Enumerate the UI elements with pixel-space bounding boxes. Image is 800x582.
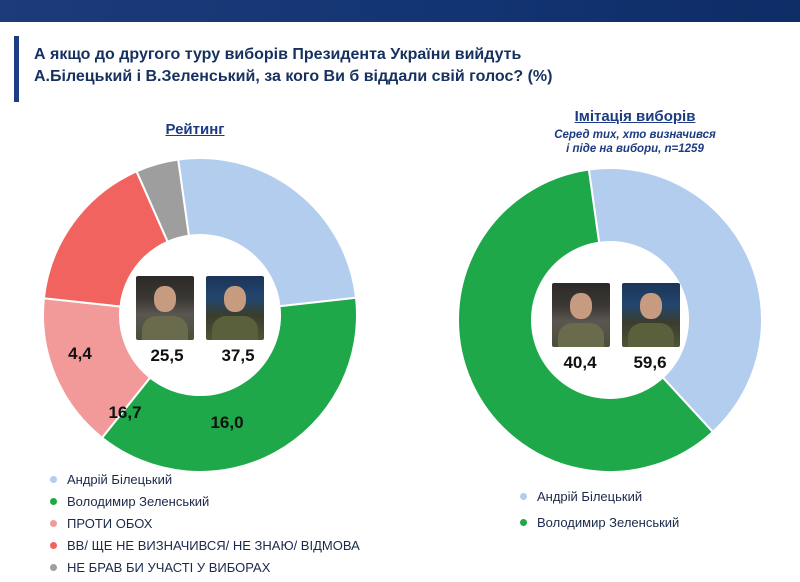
legend-bullet	[50, 563, 57, 571]
value-label: 16,0	[210, 413, 243, 432]
legend-item-undecided: ВВ/ ЩЕ НЕ ВИЗНАЧИВСЯ/ НЕ ЗНАЮ/ ВІДМОВА	[50, 534, 360, 556]
title-accent-bar	[14, 36, 19, 102]
value-label: 16,7	[108, 403, 141, 422]
zelenskyi-photo-left	[206, 276, 264, 340]
right-panel-subtitle: Серед тих, хто визначився і піде на вибо…	[520, 128, 750, 156]
subtitle-line-1: Серед тих, хто визначився	[554, 129, 716, 141]
legend-label: ПРОТИ ОБОХ	[67, 515, 153, 531]
right-panel-title: Імітація виборів	[574, 108, 696, 125]
subtitle-line-2: і піде на вибори, n=1259	[566, 143, 704, 155]
donut-segment	[457, 168, 715, 473]
legend-item-against-both: ПРОТИ ОБОХ	[50, 512, 360, 534]
donut-segment	[100, 296, 358, 473]
bilet-photo-left	[136, 276, 194, 340]
legend-label: Андрій Білецький	[67, 471, 173, 487]
donut-segment	[587, 167, 763, 434]
face-shape	[224, 286, 246, 312]
body-shape	[558, 323, 604, 347]
legend-label: ВВ/ ЩЕ НЕ ВИЗНАЧИВСЯ/ НЕ ЗНАЮ/ ВІДМОВА	[67, 537, 360, 553]
value-label: 4,4	[68, 344, 92, 363]
face-shape	[154, 286, 176, 312]
left-panel-title: Рейтинг	[165, 121, 225, 138]
body-shape	[628, 323, 674, 347]
left-legend: Андрій Білецький Володимир Зеленський ПР…	[50, 468, 360, 578]
legend-bullet	[520, 518, 527, 526]
legend-item-not-voting: НЕ БРАВ БИ УЧАСТІ У ВИБОРАХ	[50, 556, 360, 578]
right-legend: Андрій Білецький Володимир Зеленський	[520, 483, 679, 535]
legend-label: Андрій Білецький	[537, 488, 643, 504]
chart-headline: А якщо до другого туру виборів Президент…	[34, 44, 754, 88]
value-label: 40,4	[563, 353, 597, 372]
legend-item-zelenskyi: Володимир Зеленський	[50, 490, 360, 512]
donut-segment	[42, 297, 152, 440]
legend-bullet	[50, 519, 57, 527]
legend-label: НЕ БРАВ БИ УЧАСТІ У ВИБОРАХ	[67, 559, 271, 575]
legend-item-biletskyi: Андрій Білецький	[520, 483, 679, 509]
legend-bullet	[50, 541, 57, 549]
face-shape	[640, 293, 662, 319]
legend-bullet	[520, 492, 527, 500]
bilet-photo-right	[552, 283, 610, 347]
legend-item-zelenskyi: Володимир Зеленський	[520, 509, 679, 535]
value-label: 59,6	[633, 353, 666, 372]
legend-label: Володимир Зеленський	[67, 493, 210, 509]
legend-bullet	[50, 497, 57, 505]
legend-bullet	[50, 475, 57, 483]
legend-item-biletskyi: Андрій Білецький	[50, 468, 360, 490]
zelenskyi-photo-right	[622, 283, 680, 347]
face-shape	[570, 293, 592, 319]
body-shape	[142, 316, 188, 340]
body-shape	[212, 316, 258, 340]
value-label: 37,5	[221, 346, 254, 365]
legend-label: Володимир Зеленський	[537, 514, 680, 530]
donut-segment	[177, 157, 358, 308]
donut-segment	[135, 158, 190, 244]
value-label: 25,5	[150, 346, 183, 365]
headline-line-2: А.Білецький і В.Зеленський, за кого Ви б…	[34, 68, 553, 85]
header-bar	[0, 0, 800, 22]
headline-line-1: А якщо до другого туру виборів Президент…	[34, 46, 522, 63]
